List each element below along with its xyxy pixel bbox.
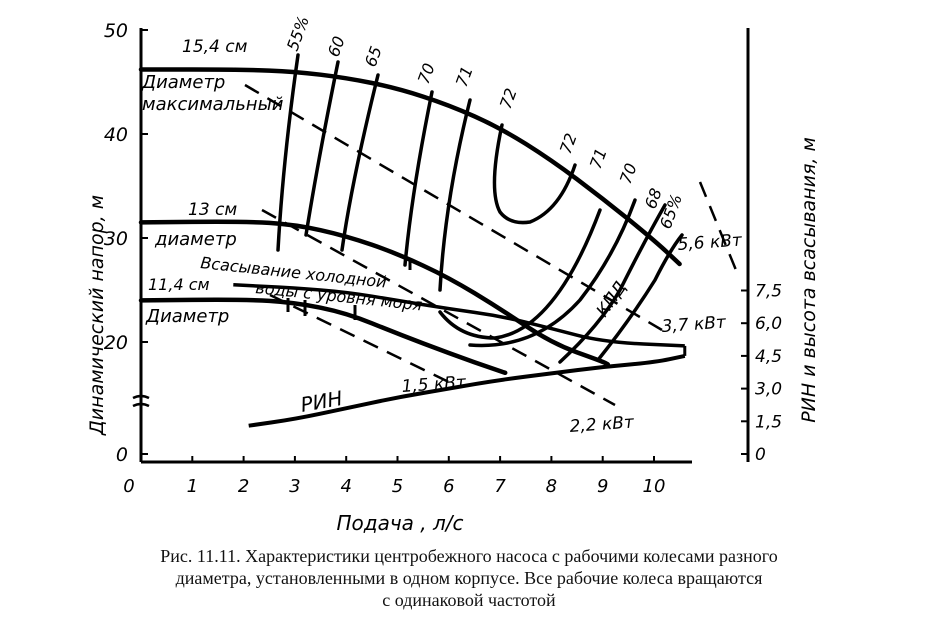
efficiency-line-65 — [340, 73, 380, 252]
figure-caption: Рис. 11.11. Характеристики центробежного… — [10, 545, 928, 611]
suction-curve — [233, 283, 685, 348]
x-tick-label: 8 — [546, 476, 557, 497]
curve-size-label-11-4: 11,4 см — [148, 275, 210, 294]
power-line-3-7-kw — [698, 181, 740, 276]
power-lines — [244, 83, 740, 407]
efficiency-line-68 — [558, 203, 667, 364]
right-tick-label: 3,0 — [755, 380, 782, 400]
caption-line-2: диаметра, установленными в одном корпусе… — [175, 568, 763, 588]
x-tick-label: 9 — [597, 476, 608, 497]
curve-name-max-1: Диаметр — [141, 72, 225, 93]
power-line-5-6-kw — [244, 83, 663, 332]
x-tick-label: 1 — [187, 476, 198, 497]
curve-name-11-4: Диаметр — [145, 306, 229, 327]
x-tick-label: 0 — [123, 476, 134, 497]
right-tick-label: 7,5 — [755, 282, 782, 302]
efficiency-label-1: 60 — [324, 34, 349, 60]
power-label-1: 3,7 кВт — [661, 312, 728, 337]
head-curve-1 — [138, 219, 611, 367]
efficiency-iso-lines — [276, 53, 684, 364]
left-axis-label: Динамический напор, м — [86, 195, 108, 436]
right-tick-label: 6,0 — [755, 314, 782, 334]
right-tick-label: 0 — [755, 445, 766, 465]
efficiency-line-65-right — [596, 233, 684, 362]
axis-break-mark — [132, 394, 150, 408]
right-tick-labels: 0 1,5 3,0 4,5 6,0 7,5 — [741, 282, 782, 465]
efficiency-line-60 — [304, 60, 340, 237]
left-tick-label: 50 — [104, 20, 128, 42]
efficiency-curve-label: КПД — [593, 278, 631, 321]
efficiency-line-71-right — [438, 208, 602, 340]
x-tick-label: 4 — [340, 476, 351, 497]
efficiency-label-0: 55% — [283, 13, 313, 53]
right-tick-label: 1,5 — [755, 412, 782, 432]
efficiency-label-4: 71 — [452, 64, 477, 90]
efficiency-line-55 — [276, 53, 300, 252]
caption-line-3: с одинаковой частотой — [382, 590, 556, 610]
efficiency-label-2: 65 — [361, 44, 386, 70]
right-tick-label: 4,5 — [755, 347, 782, 367]
head-curve-2 — [138, 297, 508, 376]
curve-size-label-13: 13 см — [188, 200, 237, 220]
efficiency-label-5: 72 — [496, 86, 521, 112]
right-axis-label: РИН и высота всасывания, м — [798, 137, 820, 423]
left-tick-labels: 0 20 30 40 50 — [104, 20, 148, 466]
axes — [139, 28, 750, 464]
efficiency-line-72-inner — [492, 123, 577, 225]
caption-line-1: Рис. 11.11. Характеристики центробежного… — [160, 546, 778, 566]
efficiency-line-70-right — [468, 198, 637, 348]
x-tick-label: 5 — [392, 476, 403, 497]
data-curves — [138, 67, 687, 428]
left-tick-label: 30 — [104, 228, 128, 250]
power-line-2-2-kw — [261, 208, 616, 407]
curve-name-max-2: максимальный — [142, 94, 284, 115]
power-label-3: 1,5 кВт — [401, 372, 468, 397]
efficiency-label-7: 71 — [586, 146, 611, 172]
efficiency-label-6: 72 — [556, 131, 581, 157]
efficiency-label-8: 70 — [616, 161, 641, 187]
efficiency-line-70 — [403, 90, 434, 267]
left-tick-label: 40 — [104, 124, 128, 146]
curve-name-13: диаметр — [154, 229, 237, 250]
efficiency-label-3: 70 — [414, 61, 439, 87]
curve-size-label-15-4: 15,4 см — [182, 37, 248, 57]
npsh-label: РИН — [299, 386, 345, 417]
x-tick-label: 3 — [289, 476, 300, 497]
efficiency-line-71-left — [438, 98, 472, 292]
left-tick-label: 0 — [116, 444, 128, 466]
left-tick-label: 20 — [104, 332, 128, 354]
x-tick-labels: 0 1 2 3 4 5 6 7 8 9 10 — [123, 456, 665, 497]
x-axis-label: Подача , л/с — [336, 511, 463, 535]
power-line-1-5-kw — [269, 293, 456, 387]
power-label-0: 5,6 кВт — [677, 230, 744, 255]
x-tick-label: 6 — [443, 476, 454, 497]
power-label-2: 2,2 кВт — [569, 412, 636, 437]
x-tick-label: 7 — [494, 476, 506, 497]
head-curve-0 — [138, 67, 682, 267]
x-tick-label: 2 — [238, 476, 249, 497]
x-tick-label: 10 — [643, 476, 666, 497]
npsh-curve — [248, 353, 686, 428]
